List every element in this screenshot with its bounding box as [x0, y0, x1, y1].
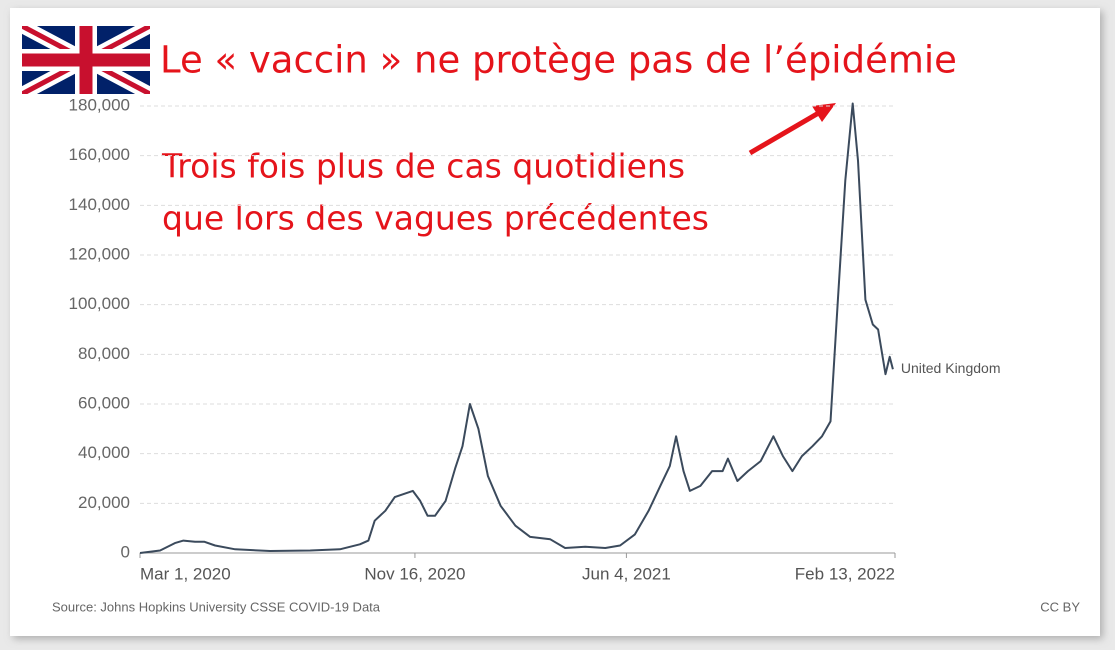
- y-tick-label: 120,000: [69, 244, 130, 263]
- series-label: United Kingdom: [901, 360, 1001, 376]
- title: Le « vaccin » ne protège pas de l’épidém…: [160, 39, 957, 82]
- annotation: que lors des vagues précédentes: [162, 199, 709, 238]
- x-tick-label: Jun 4, 2021: [582, 564, 671, 583]
- x-tick-label: Nov 16, 2020: [364, 564, 465, 583]
- y-tick-label: 60,000: [78, 393, 130, 412]
- x-tick-label: Mar 1, 2020: [140, 564, 231, 583]
- y-tick-label: 160,000: [69, 145, 130, 164]
- arrow: [748, 103, 836, 156]
- license: CC BY: [1040, 599, 1080, 614]
- y-tick-label: 20,000: [78, 493, 130, 512]
- y-tick-label: 140,000: [69, 195, 130, 214]
- slide: [10, 8, 1100, 636]
- y-tick-label: 40,000: [78, 443, 130, 462]
- annotation: Trois fois plus de cas quotidiens: [161, 147, 685, 186]
- x-tick-label: Feb 13, 2022: [795, 564, 895, 583]
- y-tick-label: 100,000: [69, 294, 130, 313]
- y-tick-label: 0: [121, 542, 130, 561]
- source: Source: Johns Hopkins University CSSE CO…: [52, 599, 381, 614]
- uk-flag: [22, 26, 150, 94]
- line: [139, 102, 894, 554]
- y-tick-label: 80,000: [78, 344, 130, 363]
- y-tick-label: 180,000: [69, 95, 130, 114]
